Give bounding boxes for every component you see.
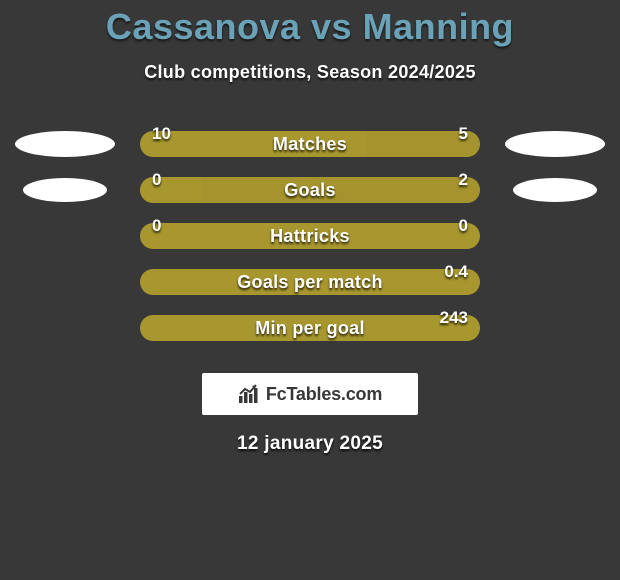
stat-row: Goals02	[0, 167, 620, 213]
badge-placeholder	[23, 178, 107, 202]
stat-row: Matches105	[0, 121, 620, 167]
page-title: Cassanova vs Manning	[0, 6, 620, 48]
bar-left	[140, 269, 480, 295]
subtitle: Club competitions, Season 2024/2025	[0, 62, 620, 83]
bar-left	[140, 223, 480, 249]
source-label: FcTables.com	[266, 384, 382, 405]
bar-track	[140, 177, 480, 203]
infographic-container: Cassanova vs Manning Club competitions, …	[0, 0, 620, 455]
player-badge-right	[500, 131, 610, 157]
chart-icon	[238, 384, 262, 404]
player-badge-right	[500, 178, 610, 202]
bar-right	[366, 131, 480, 157]
stat-row: Min per goal243	[0, 305, 620, 351]
date-label: 12 january 2025	[0, 433, 620, 455]
badge-placeholder	[505, 131, 605, 157]
stat-row: Hattricks00	[0, 213, 620, 259]
source-badge: FcTables.com	[202, 373, 418, 415]
stat-row: Goals per match0.4	[0, 259, 620, 305]
comparison-chart: Matches105Goals02Hattricks00Goals per ma…	[0, 121, 620, 351]
player-badge-left	[10, 178, 120, 202]
badge-placeholder	[15, 131, 115, 157]
bar-left	[140, 315, 480, 341]
player-badge-left	[10, 131, 120, 157]
bar-left	[140, 131, 366, 157]
bar-right	[201, 177, 480, 203]
bar-track	[140, 131, 480, 157]
bar-left	[140, 177, 201, 203]
bar-track	[140, 269, 480, 295]
bar-track	[140, 315, 480, 341]
badge-placeholder	[513, 178, 597, 202]
bar-track	[140, 223, 480, 249]
